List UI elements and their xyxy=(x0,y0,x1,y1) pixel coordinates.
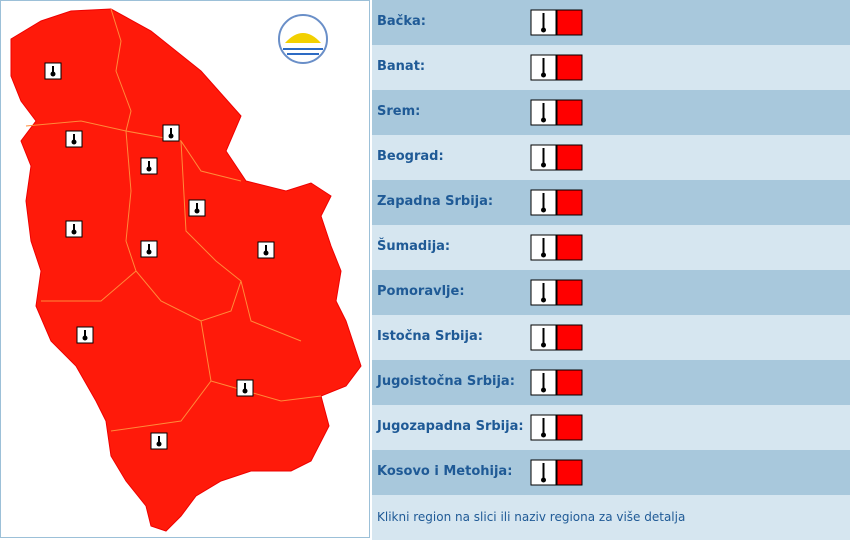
region-row[interactable]: Kosovo i Metohija: xyxy=(372,450,850,495)
region-name[interactable]: Jugoistočna Srbija: xyxy=(377,374,515,389)
warning-icon[interactable] xyxy=(150,432,168,450)
note: Klikni region na slici ili naziv regiona… xyxy=(377,510,686,524)
region-name[interactable]: Zapadna Srbija: xyxy=(377,194,494,209)
region-row[interactable]: Zapadna Srbija: xyxy=(372,180,850,225)
region-name[interactable]: Pomoravlje: xyxy=(377,284,465,299)
region-row[interactable]: Bačka: xyxy=(372,0,850,45)
warning-icon[interactable] xyxy=(65,130,83,148)
warning-icon[interactable] xyxy=(140,240,158,258)
region-name[interactable]: Banat: xyxy=(377,59,426,74)
serbia-map[interactable] xyxy=(10,8,362,532)
warning-level-icon xyxy=(530,99,583,126)
warning-level-icon xyxy=(530,144,583,171)
warning-map xyxy=(0,0,370,538)
warning-level-icon xyxy=(530,369,583,396)
warning-icon[interactable] xyxy=(236,379,254,397)
region-name[interactable]: Bačka: xyxy=(377,14,427,29)
region-row[interactable]: Istočna Srbija: xyxy=(372,315,850,360)
warning-icon[interactable] xyxy=(188,199,206,217)
region-borders xyxy=(25,8,322,432)
region-list: Klikni region na slici ili naziv regiona… xyxy=(372,0,850,540)
warning-icon[interactable] xyxy=(65,220,83,238)
warning-level-icon xyxy=(530,459,583,486)
warning-icon[interactable] xyxy=(76,326,94,344)
region-row[interactable]: Srem: xyxy=(372,90,850,135)
warning-level-icon xyxy=(530,234,583,261)
warning-level-icon xyxy=(530,54,583,81)
warning-icon[interactable] xyxy=(44,62,62,80)
warning-level-icon xyxy=(530,189,583,216)
warning-level-icon xyxy=(530,414,583,441)
warning-icon[interactable] xyxy=(162,124,180,142)
note-row: Klikni region na slici ili naziv regiona… xyxy=(372,495,850,540)
region-row[interactable]: Šumadija: xyxy=(372,225,850,270)
warning-level-icon xyxy=(530,279,583,306)
region-name[interactable]: Srem: xyxy=(377,104,421,119)
region-row[interactable]: Jugoistočna Srbija: xyxy=(372,360,850,405)
logo xyxy=(278,14,328,64)
region-name[interactable]: Jugozapadna Srbija: xyxy=(377,419,524,434)
region-name[interactable]: Beograd: xyxy=(377,149,444,164)
region-name[interactable]: Istočna Srbija: xyxy=(377,329,483,344)
warning-level-icon xyxy=(530,9,583,36)
warning-icon[interactable] xyxy=(140,157,158,175)
region-row[interactable]: Beograd: xyxy=(372,135,850,180)
region-name[interactable]: Šumadija: xyxy=(377,239,451,254)
warning-icon[interactable] xyxy=(257,241,275,259)
warning-level-icon xyxy=(530,324,583,351)
region-row[interactable]: Pomoravlje: xyxy=(372,270,850,315)
region-row[interactable]: Jugozapadna Srbija: xyxy=(372,405,850,450)
region-row[interactable]: Banat: xyxy=(372,45,850,90)
region-name[interactable]: Kosovo i Metohija: xyxy=(377,464,513,479)
